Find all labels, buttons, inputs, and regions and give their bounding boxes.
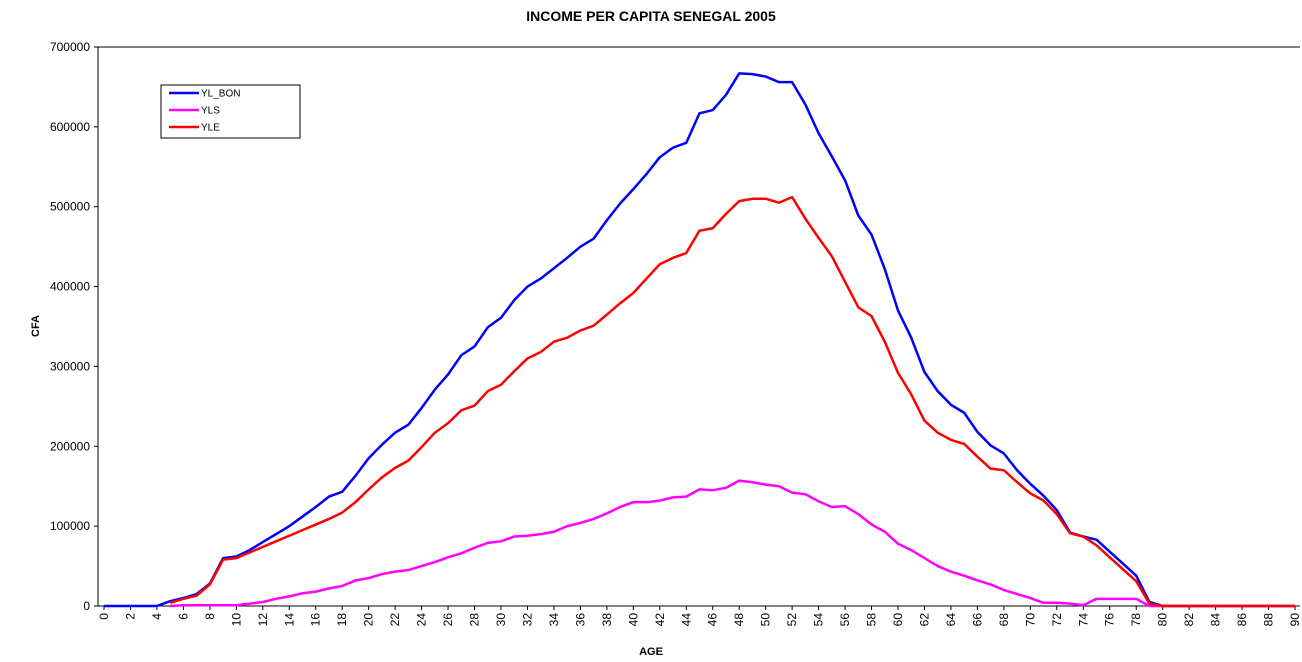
x-tick-label: 62 [917,613,931,627]
x-tick-label: 54 [812,613,826,627]
y-tick-label: 0 [83,599,90,613]
x-tick-label: 4 [150,613,164,620]
x-tick-label: 10 [229,613,243,627]
series-line [170,479,1295,608]
x-tick-label: 86 [1235,613,1249,627]
legend-label: YL_BON [201,89,240,100]
y-tick-label: 200000 [50,439,90,453]
x-tick-label: 14 [282,613,296,627]
x-tick-label: 40 [626,613,640,627]
x-tick-label: 58 [865,613,879,627]
x-tick-label: 34 [547,613,561,627]
x-tick-label: 66 [970,613,984,627]
x-tick-label: 56 [838,613,852,627]
x-tick-label: 20 [362,613,376,627]
y-tick-label: 100000 [50,519,90,533]
x-tick-label: 76 [1103,613,1117,627]
x-tick-label: 38 [600,613,614,627]
series-line [104,72,1295,608]
y-tick-label: 300000 [50,359,90,373]
x-tick-label: 24 [415,613,429,627]
x-tick-label: 52 [785,613,799,627]
y-tick-label: 600000 [50,120,90,134]
x-tick-label: 16 [309,613,323,627]
x-tick-label: 50 [759,613,773,627]
x-tick-label: 18 [335,613,349,627]
legend-label: YLE [201,123,220,134]
x-tick-label: 0 [97,613,111,620]
x-tick-label: 84 [1209,613,1223,627]
x-tick-label: 44 [679,613,693,627]
x-tick-label: 36 [573,613,587,627]
x-tick-label: 64 [944,613,958,627]
y-tick-label: 400000 [50,280,90,294]
x-tick-label: 30 [494,613,508,627]
x-tick-label: 42 [653,613,667,627]
x-tick-label: 70 [1023,613,1037,627]
y-tick-label: 700000 [50,40,90,54]
x-tick-label: 68 [997,613,1011,627]
x-tick-label: 82 [1182,613,1196,627]
y-tick-label: 500000 [50,200,90,214]
x-tick-label: 46 [706,613,720,627]
x-tick-label: 48 [732,613,746,627]
x-tick-label: 60 [891,613,905,627]
x-tick-label: 80 [1156,613,1170,627]
x-tick-label: 78 [1129,613,1143,627]
x-tick-label: 22 [388,613,402,627]
x-tick-label: 88 [1262,613,1276,627]
x-tick-label: 6 [176,613,190,620]
x-tick-label: 74 [1076,613,1090,627]
x-tick-label: 90 [1288,613,1302,627]
x-axis-label: AGE [639,646,663,658]
x-tick-label: 28 [468,613,482,627]
y-axis-label: CFA [30,315,42,337]
x-tick-label: 32 [520,613,534,627]
x-tick-label: 2 [123,613,137,620]
legend-label: YLS [201,106,220,117]
x-tick-label: 12 [256,613,270,627]
x-tick-label: 72 [1050,613,1064,627]
series-line [169,195,1295,608]
x-tick-label: 26 [441,613,455,627]
chart-title: INCOME PER CAPITA SENEGAL 2005 [526,8,776,24]
x-tick-label: 8 [203,613,217,620]
